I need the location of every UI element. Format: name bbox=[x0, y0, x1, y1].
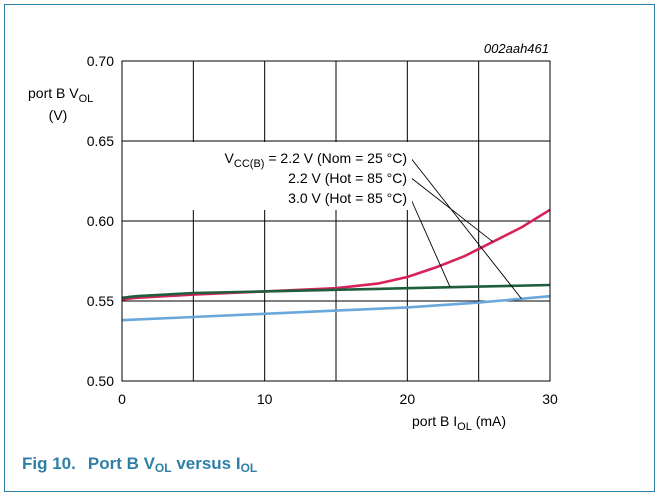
figure-caption: Fig 10. Port B VOL versus IOL bbox=[22, 454, 257, 475]
series-lines bbox=[121, 208, 551, 322]
x-tick-label-0: 0 bbox=[118, 391, 126, 407]
annotation-leader-1 bbox=[409, 176, 494, 243]
y-axis-unit: (V) bbox=[49, 107, 68, 123]
caption-sub-1: OL bbox=[154, 461, 172, 475]
series-line-2 bbox=[121, 283, 551, 300]
axis-ticks: 0.50 0.55 0.60 0.65 0.70 0 10 20 30 bbox=[87, 53, 558, 407]
x-axis-label-main: port B I bbox=[412, 413, 457, 429]
annotation-2: 3.0 V (Hot = 85 °C) bbox=[288, 190, 407, 206]
annotation-0: VCC(B) = 2.2 V (Nom = 25 °C) bbox=[225, 150, 407, 170]
caption-mid: versus I bbox=[171, 454, 241, 473]
caption-main: Port B V bbox=[87, 454, 155, 473]
y-tick-label-2: 0.60 bbox=[87, 213, 114, 229]
x-tick-label-3: 30 bbox=[542, 391, 558, 407]
annotation-0-prefix: V bbox=[225, 150, 235, 166]
x-tick-label-2: 20 bbox=[400, 391, 416, 407]
figure-number: Fig 10. bbox=[22, 454, 76, 473]
figure-ref-code: 002aah461 bbox=[484, 41, 549, 56]
annotation-0-sub: CC(B) bbox=[234, 158, 265, 170]
series-line-0 bbox=[121, 294, 551, 322]
y-axis-label: port B VOL bbox=[28, 85, 93, 105]
y-axis-label-main: port B V bbox=[28, 85, 79, 101]
y-tick-label-4: 0.70 bbox=[87, 53, 114, 69]
annotation-leaders bbox=[409, 156, 522, 300]
figure-frame bbox=[4, 4, 655, 492]
x-axis-label-sub: OL bbox=[457, 421, 472, 433]
annotation-1: 2.2 V (Hot = 85 °C) bbox=[288, 170, 407, 186]
annotation-leader-2 bbox=[409, 196, 451, 288]
y-axis-label-sub: OL bbox=[79, 93, 94, 105]
annotation-leader-0 bbox=[409, 156, 522, 300]
caption-sub-2: OL bbox=[240, 461, 258, 475]
annotation-labels: VCC(B) = 2.2 V (Nom = 25 °C) 2.2 V (Hot … bbox=[150, 142, 412, 210]
y-tick-label-3: 0.65 bbox=[87, 133, 114, 149]
x-axis-label-suffix: (mA) bbox=[472, 413, 506, 429]
grid bbox=[121, 60, 551, 382]
x-tick-label-1: 10 bbox=[257, 391, 273, 407]
y-tick-label-1: 0.55 bbox=[87, 293, 114, 309]
plot-area-border bbox=[121, 60, 551, 382]
annotation-0-text: = 2.2 V (Nom = 25 °C) bbox=[264, 150, 407, 166]
annotation-backdrop bbox=[150, 142, 412, 210]
y-tick-label-0: 0.50 bbox=[87, 373, 114, 389]
series-line-1 bbox=[121, 208, 551, 301]
x-axis-label: port B IOL (mA) bbox=[412, 413, 506, 433]
